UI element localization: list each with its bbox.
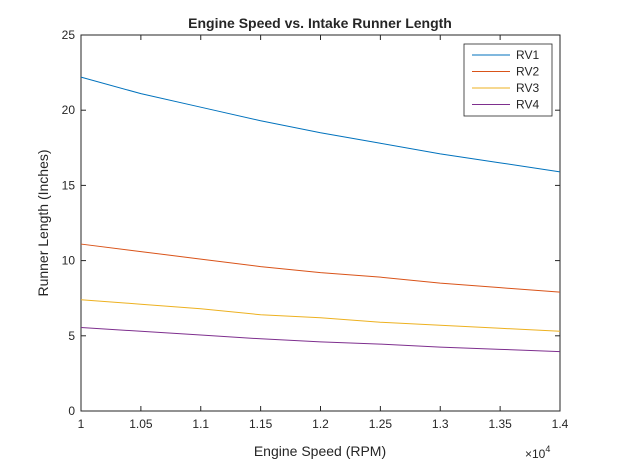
- y-tick-label: 15: [62, 178, 76, 192]
- y-tick-label: 0: [68, 404, 75, 418]
- x-tick-label: 1.35: [488, 417, 512, 431]
- x-tick-label: 1.25: [369, 417, 393, 431]
- x-axis-exponent-base: ×10: [525, 447, 546, 461]
- y-tick-label: 5: [68, 329, 75, 343]
- x-axis-ticks: 1 1.05 1.1 1.15 1.2 1.25 1.3 1.35 1.4: [78, 35, 569, 431]
- x-tick-label: 1.4: [552, 417, 569, 431]
- x-tick-label: 1.15: [249, 417, 273, 431]
- y-axis-ticks: 0 5 10 15 20 25: [62, 28, 560, 418]
- legend-label-rv1: RV1: [516, 48, 539, 62]
- x-axis-exponent: ×104: [525, 444, 550, 461]
- y-axis-label: Runner Length (Inches): [35, 149, 51, 296]
- y-tick-label: 25: [62, 28, 76, 42]
- chart-title: Engine Speed vs. Intake Runner Length: [188, 15, 452, 31]
- legend-label-rv4: RV4: [516, 98, 539, 112]
- series-layer: [80, 76, 561, 353]
- series-line-rv1: [80, 76, 561, 173]
- y-tick-label: 10: [62, 254, 76, 268]
- x-axis-label: Engine Speed (RPM): [254, 443, 386, 459]
- x-tick-label: 1.05: [129, 417, 153, 431]
- x-tick-label: 1: [78, 417, 85, 431]
- legend-label-rv3: RV3: [516, 81, 539, 95]
- x-tick-label: 1.3: [432, 417, 449, 431]
- series-line-rv3: [80, 299, 561, 332]
- x-tick-label: 1.2: [312, 417, 329, 431]
- legend: RV1 RV2 RV3 RV4: [463, 43, 553, 117]
- x-tick-label: 1.1: [192, 417, 209, 431]
- x-axis-exponent-power: 4: [545, 444, 550, 454]
- series-line-rv4: [80, 327, 561, 353]
- y-tick-label: 20: [62, 103, 76, 117]
- series-line-rv2: [80, 243, 561, 293]
- legend-label-rv2: RV2: [516, 65, 539, 79]
